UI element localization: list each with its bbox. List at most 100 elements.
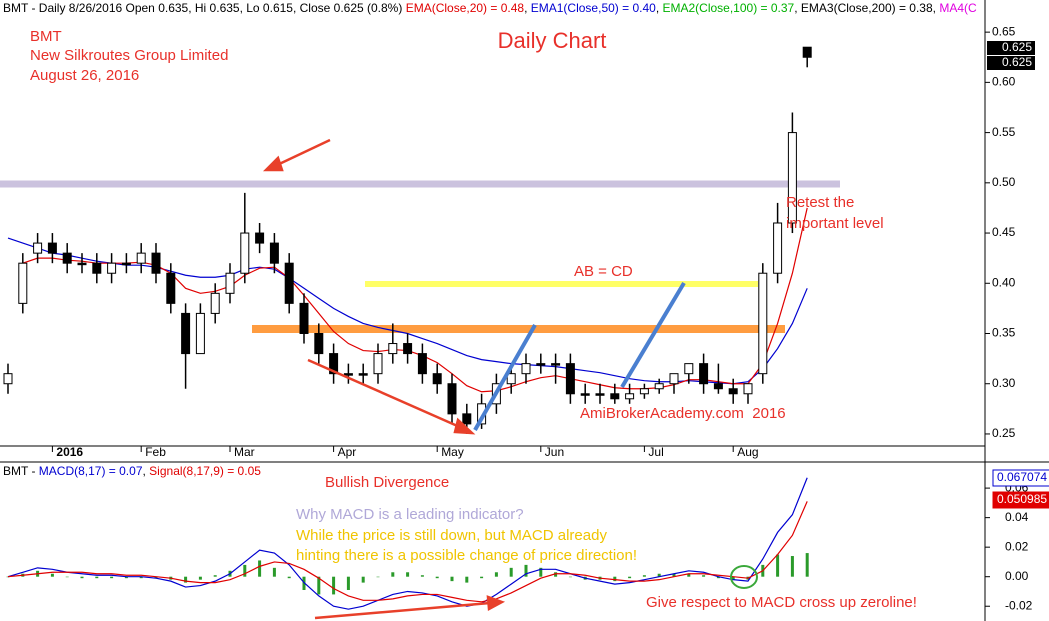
candle-body	[447, 383, 457, 415]
header-segment: Signal(8,17,9) = 0.05	[149, 464, 261, 478]
histogram-bar	[731, 576, 735, 580]
histogram-bar	[805, 553, 809, 577]
histogram-bar	[554, 572, 558, 577]
header-segment: BMT -	[3, 464, 39, 478]
candle-body	[107, 262, 117, 274]
histogram-bar	[346, 576, 350, 590]
candle-body	[728, 388, 738, 395]
histogram-bar	[509, 567, 513, 577]
candle-body	[166, 272, 176, 304]
histogram-bar	[657, 573, 661, 577]
arrow-head	[453, 417, 476, 435]
histogram-bar	[124, 576, 128, 579]
histogram-bar	[539, 567, 543, 577]
candle-body	[699, 363, 709, 385]
histogram-bar	[776, 554, 780, 577]
candle-body	[536, 363, 546, 366]
histogram-bar	[406, 572, 410, 577]
candle-body	[521, 363, 531, 375]
candle-body	[684, 363, 694, 375]
candle-body	[565, 363, 575, 395]
annotation: New Silkroutes Group Limited	[30, 47, 228, 64]
y-tick-label: 0.02	[1005, 539, 1029, 553]
candle-body	[92, 262, 102, 274]
ab-leg	[473, 324, 537, 431]
header-segment: MA4(C	[939, 1, 977, 15]
header-segment: ,	[656, 1, 663, 15]
y-tick-label: 0.00	[1005, 569, 1029, 583]
candle-body	[551, 363, 561, 366]
histogram-bar	[524, 564, 528, 577]
histogram-bar	[568, 576, 572, 578]
histogram-bar	[628, 576, 632, 579]
header-segment: EMA(Close,20) = 0.48	[406, 1, 525, 15]
cross-circle	[730, 565, 758, 589]
histogram-bar	[465, 576, 469, 583]
histogram-bar	[716, 576, 720, 579]
annotation: Why MACD is a leading indicator?	[296, 506, 524, 523]
arrow	[274, 138, 331, 168]
macd-header: BMT - MACD(8,17) = 0.07, Signal(8,17,9) …	[3, 464, 261, 478]
arrow	[307, 358, 463, 430]
y-tick-label: -0.02	[1005, 598, 1033, 612]
candle-body	[417, 353, 427, 375]
histogram-bar	[376, 576, 380, 578]
header-segment: ,	[524, 1, 531, 15]
value-tag-box	[992, 491, 1049, 509]
annotation: August 26, 2016	[30, 67, 139, 84]
candle-body	[625, 393, 635, 400]
x-tick-label: Jul	[648, 445, 663, 459]
candle-body	[639, 388, 649, 395]
x-tick-label: Apr	[338, 445, 357, 459]
annotation: hinting there is a possible change of pr…	[296, 547, 637, 564]
histogram-bar	[420, 575, 424, 577]
candle-body	[18, 262, 28, 304]
y-tick-label: 0.40	[992, 275, 1016, 289]
candle-body	[403, 343, 413, 355]
x-tick-label: May	[441, 445, 464, 459]
header-segment: EMA1(Close,50) = 0.40	[531, 1, 656, 15]
candle-body	[284, 262, 294, 304]
candle-body	[388, 343, 398, 355]
histogram-bar	[6, 576, 10, 578]
candle-body	[432, 373, 442, 385]
x-tick-label: 2016	[56, 445, 83, 459]
y-tick-label: 0.30	[992, 376, 1016, 390]
x-tick-label: Aug	[737, 445, 758, 459]
histogram-bar	[702, 575, 706, 577]
candle-body	[225, 272, 235, 294]
price-header: BMT - Daily 8/26/2016 Open 0.635, Hi 0.6…	[3, 1, 977, 15]
histogram-bar	[258, 560, 262, 577]
candle-body	[713, 383, 723, 390]
histogram-bar	[110, 576, 114, 579]
candle-body	[358, 373, 368, 376]
candle-body	[329, 353, 339, 375]
candle-body	[610, 393, 620, 400]
candle-body	[210, 292, 220, 314]
header-segment: ,	[794, 1, 801, 15]
header-segment: EMA2(Close,100) = 0.37	[662, 1, 794, 15]
y-tick-label: 0.55	[992, 125, 1016, 139]
candle-body	[77, 262, 87, 266]
candle-body	[669, 373, 679, 385]
price-tag: 0.625	[1002, 55, 1032, 69]
candle-body	[240, 232, 250, 274]
candle-body	[314, 332, 324, 355]
candle-body	[62, 252, 72, 264]
value-tag: 0.067074	[997, 470, 1047, 484]
histogram-bar	[95, 576, 99, 579]
histogram-bar	[139, 576, 143, 579]
histogram-bar	[613, 576, 617, 582]
histogram-bar	[184, 576, 188, 583]
annotation: important level	[786, 215, 884, 232]
y-tick-label: 0.65	[992, 24, 1016, 38]
histogram-bar	[213, 575, 217, 577]
histogram-bar	[287, 576, 291, 579]
line	[7, 501, 808, 603]
header-segment: BMT - Daily 8/26/2016 Open 0.635, Hi 0.6…	[3, 1, 406, 15]
histogram-bar	[332, 576, 336, 595]
x-tick-label: Mar	[234, 445, 255, 459]
candle-body	[462, 413, 472, 425]
